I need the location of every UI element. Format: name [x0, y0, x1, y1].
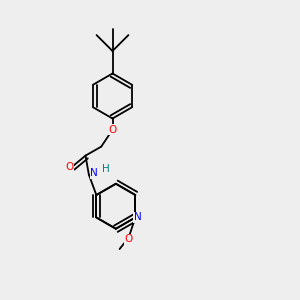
- Text: N: N: [90, 168, 98, 178]
- Text: O: O: [124, 234, 133, 244]
- Text: N: N: [134, 212, 142, 223]
- Text: H: H: [102, 164, 110, 174]
- Text: O: O: [65, 162, 74, 172]
- Text: O: O: [108, 125, 117, 135]
